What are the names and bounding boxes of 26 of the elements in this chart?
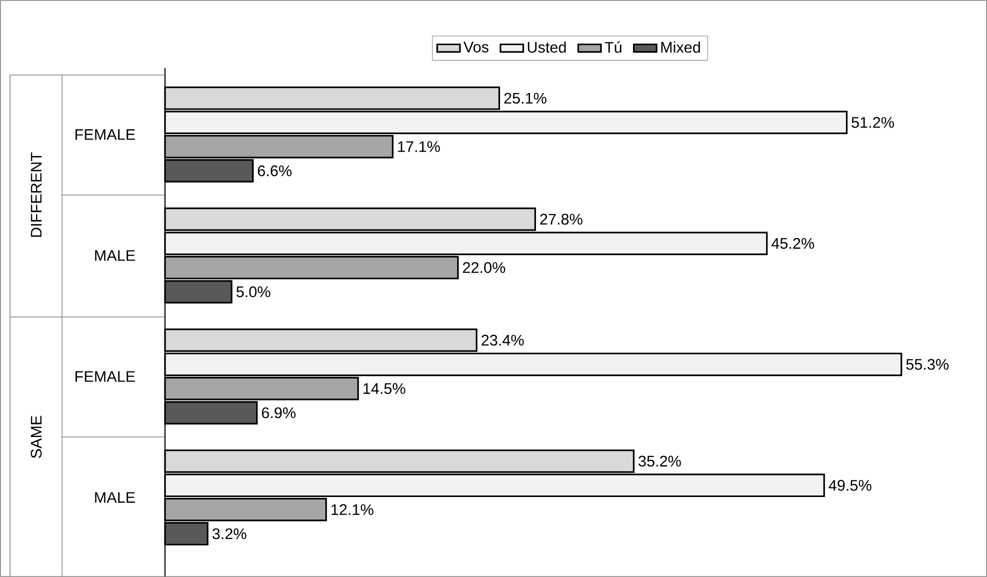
data-label: 25.1% (504, 92, 546, 104)
text: SAME (30, 416, 42, 458)
data-label: 27.8% (540, 214, 582, 225)
data-label: 55.3% (906, 358, 949, 370)
y-tick-label: FEMALE (76, 129, 135, 140)
data-label: 5.0% (236, 286, 270, 298)
text: DIFFERENT (30, 152, 42, 237)
data-label: 35.2% (638, 456, 681, 467)
legend-label: Vos (463, 42, 488, 52)
data-label: 12.1% (332, 504, 374, 515)
data-label: 45.2% (771, 238, 814, 249)
data-label: 49.5% (828, 480, 872, 491)
data-label: 6.6% (258, 165, 292, 176)
legend-label: Tú (604, 41, 622, 53)
y-tick-label: MALE (95, 250, 135, 261)
data-label: 17.1% (398, 141, 440, 152)
data-label: 23.4% (482, 334, 524, 346)
data-label: 6.9% (262, 407, 296, 418)
legend-label: Usted (528, 41, 566, 53)
data-label: 51.2% (852, 117, 894, 128)
y-tick-label: MALE (95, 492, 135, 503)
legend-label: Mixed (661, 41, 700, 53)
y-tick-label: FEMALE (76, 371, 135, 382)
data-label: 22.0% (462, 262, 506, 274)
data-label: 14.5% (364, 383, 406, 394)
data-label: 3.2% (212, 528, 246, 540)
